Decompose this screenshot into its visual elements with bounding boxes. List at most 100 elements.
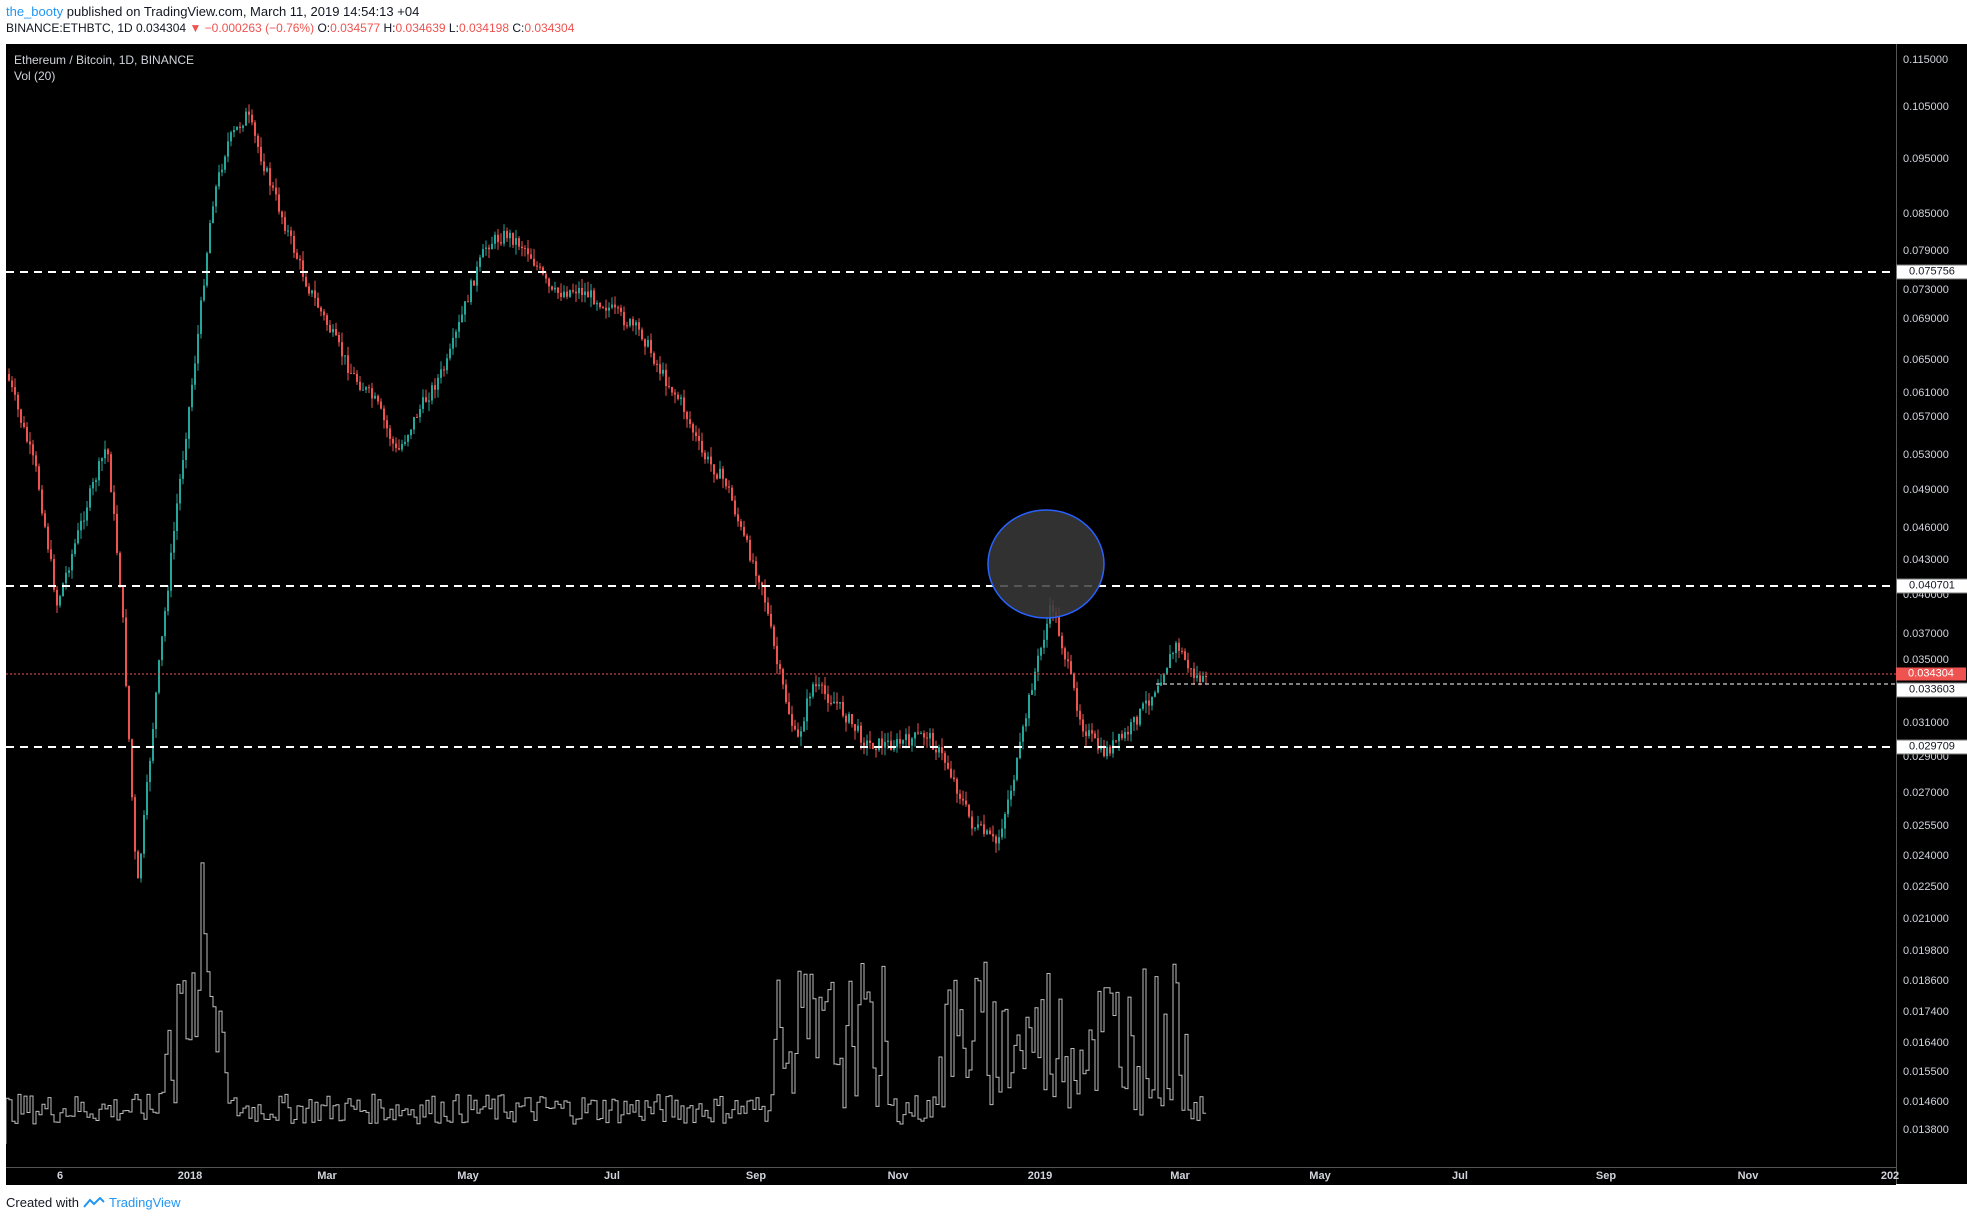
candle-body bbox=[632, 319, 634, 326]
candle-body bbox=[170, 552, 172, 591]
candle-body bbox=[311, 290, 313, 294]
candle-body bbox=[734, 500, 736, 515]
chart-pane[interactable]: Ethereum / Bitcoin, 1D, BINANCE Vol (20) bbox=[5, 44, 1896, 1184]
tradingview-link[interactable]: TradingView bbox=[108, 1195, 181, 1210]
author-link[interactable]: the_booty bbox=[6, 4, 64, 19]
candle-body bbox=[482, 248, 484, 258]
candle-body bbox=[116, 513, 118, 553]
candle-body bbox=[806, 698, 808, 722]
candle-body bbox=[473, 280, 475, 286]
candle-body bbox=[185, 438, 187, 461]
candle-body bbox=[215, 186, 217, 207]
candle-body bbox=[536, 265, 538, 267]
price-tick: 0.019800 bbox=[1903, 945, 1949, 957]
candle-body bbox=[1079, 710, 1081, 720]
candle-body bbox=[158, 660, 160, 693]
candle-body bbox=[512, 232, 514, 245]
candle-body bbox=[110, 454, 112, 493]
candle-body bbox=[188, 407, 190, 439]
candle-body bbox=[917, 732, 919, 734]
candle-body bbox=[713, 464, 715, 475]
candle-body bbox=[527, 248, 529, 255]
candle-body bbox=[971, 816, 973, 829]
candle-body bbox=[1001, 828, 1003, 838]
candle-body bbox=[467, 301, 469, 303]
candle-body bbox=[83, 520, 85, 522]
candle-body bbox=[503, 230, 505, 244]
candle-body bbox=[74, 543, 76, 554]
candle-body bbox=[458, 321, 460, 332]
candle-body bbox=[218, 172, 220, 187]
candle-body bbox=[428, 400, 430, 402]
candle-body bbox=[1073, 673, 1075, 689]
candle-body bbox=[614, 304, 616, 308]
candle-body bbox=[113, 492, 115, 514]
candle-body bbox=[515, 238, 517, 245]
candle-body bbox=[194, 363, 196, 385]
time-axis[interactable]: 6 2018 Mar May Jul Sep Nov 2019 Mar May Jul Sep Nov 2… bbox=[6, 1167, 1900, 1185]
candle-body bbox=[944, 753, 946, 763]
candle-body bbox=[314, 290, 316, 298]
time-tick: Jul bbox=[604, 1170, 620, 1182]
candle-body bbox=[1097, 738, 1099, 750]
candle-body bbox=[635, 322, 637, 326]
candle-body bbox=[368, 387, 370, 389]
candle-body bbox=[821, 684, 823, 686]
candle-body bbox=[329, 324, 331, 333]
candle-body bbox=[464, 301, 466, 315]
level-tag-1: 0.075756 bbox=[1896, 264, 1967, 280]
candle-body bbox=[1151, 696, 1153, 706]
candle-body bbox=[107, 449, 109, 455]
candle-body bbox=[815, 684, 817, 687]
candle-body bbox=[200, 300, 202, 334]
candle-body bbox=[242, 125, 244, 128]
close-label: C: bbox=[512, 21, 525, 35]
created-with-label: Created with bbox=[6, 1195, 79, 1210]
candle-body bbox=[1022, 726, 1024, 742]
price-axis[interactable]: 0.115000 0.105000 0.095000 0.085000 0.079000… bbox=[1896, 44, 1967, 1184]
candle-body bbox=[890, 740, 892, 750]
candle-body bbox=[227, 141, 229, 157]
candle-body bbox=[647, 339, 649, 347]
candle-body bbox=[851, 713, 853, 725]
candle-body bbox=[344, 355, 346, 357]
candle-body bbox=[1199, 675, 1201, 683]
candle-body bbox=[35, 455, 37, 467]
candle-body bbox=[260, 146, 262, 162]
price-tick: 0.016400 bbox=[1903, 1037, 1949, 1049]
candle-body bbox=[689, 419, 691, 425]
publish-header: the_booty published on TradingView.com, … bbox=[6, 4, 419, 20]
candle-body bbox=[1004, 814, 1006, 829]
highlight-ellipse[interactable] bbox=[987, 509, 1105, 619]
price-tick: 0.024000 bbox=[1903, 850, 1949, 862]
candle-body bbox=[434, 385, 436, 390]
candle-body bbox=[1130, 722, 1132, 735]
candle-body bbox=[842, 702, 844, 716]
level-tag-3: 0.029709 bbox=[1896, 739, 1967, 755]
candle-body bbox=[1172, 653, 1174, 655]
price-tick: 0.018600 bbox=[1903, 975, 1949, 987]
time-tick: 202 bbox=[1880, 1170, 1900, 1182]
candle-body bbox=[1007, 799, 1009, 815]
candle-body bbox=[209, 223, 211, 254]
price-tick: 0.037000 bbox=[1903, 628, 1949, 640]
candle-body bbox=[1133, 716, 1135, 723]
candle-body bbox=[425, 397, 427, 402]
candle-body bbox=[65, 572, 67, 584]
price-chart[interactable] bbox=[5, 44, 1896, 1184]
candle-body bbox=[281, 211, 283, 218]
candle-body bbox=[254, 122, 256, 136]
candle-body bbox=[1136, 716, 1138, 725]
price-tick: 0.049000 bbox=[1903, 484, 1949, 496]
candle-body bbox=[1016, 758, 1018, 780]
price-tick: 0.065000 bbox=[1903, 354, 1949, 366]
candle-body bbox=[407, 435, 409, 442]
candle-body bbox=[485, 247, 487, 249]
candle-body bbox=[1010, 790, 1012, 800]
publish-info: published on TradingView.com, March 11, … bbox=[66, 4, 420, 19]
candle-body bbox=[695, 432, 697, 437]
candle-body bbox=[143, 815, 145, 854]
candle-body bbox=[47, 526, 49, 550]
candle-body bbox=[923, 733, 925, 738]
candle-body bbox=[206, 253, 208, 286]
